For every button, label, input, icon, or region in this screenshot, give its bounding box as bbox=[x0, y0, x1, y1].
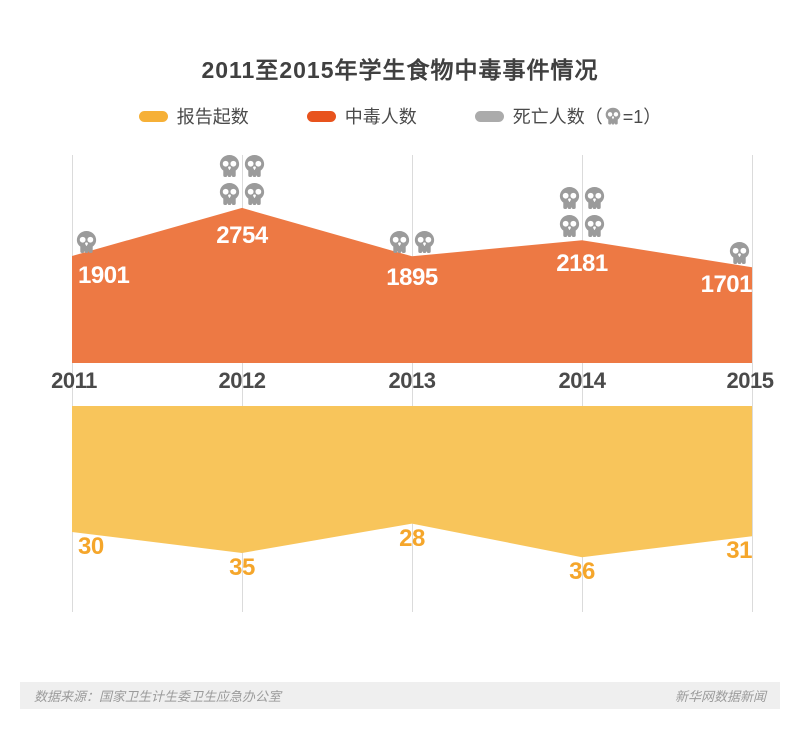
year-label-2014: 2014 bbox=[558, 368, 606, 393]
gridline-2015 bbox=[751, 155, 753, 612]
death-skulls-2014 bbox=[559, 186, 605, 239]
legend-item-reports: 报告起数 bbox=[138, 103, 249, 129]
gridline-2012 bbox=[241, 155, 243, 612]
data-source-text: 数据来源：国家卫生计生委卫生应急办公室 bbox=[34, 689, 282, 704]
poisoned-value-label: 1901 bbox=[78, 261, 130, 289]
year-label-2011: 2011 bbox=[51, 368, 97, 393]
skull-icon bbox=[414, 231, 434, 254]
legend-item-deaths: 死亡人数（ =1） bbox=[474, 103, 662, 129]
skull-icon bbox=[76, 230, 96, 253]
skull-icon bbox=[389, 231, 409, 254]
report-value-label: 36 bbox=[569, 558, 595, 586]
poisoned-value-label: 2181 bbox=[556, 250, 608, 278]
poisoned-value-label: 1701 bbox=[700, 271, 753, 299]
skull-icon bbox=[244, 154, 264, 177]
poisoned-color-pill bbox=[306, 110, 336, 122]
gridline-2014 bbox=[581, 155, 583, 612]
skull-icon bbox=[605, 107, 621, 124]
year-label-2012: 2012 bbox=[218, 368, 266, 393]
credit-text: 新华网数据新闻 bbox=[674, 689, 766, 704]
report-value-label: 28 bbox=[399, 524, 425, 552]
report-value-label: 35 bbox=[229, 554, 255, 581]
legend-item-poisoned: 中毒人数 bbox=[306, 103, 417, 129]
poisoned-area-chart bbox=[72, 207, 752, 363]
page-title: 2011至2015年学生食物中毒事件情况 bbox=[201, 57, 599, 83]
legend-label-reports: 报告起数 bbox=[176, 107, 249, 127]
poisoned-value-label: 1895 bbox=[386, 264, 438, 292]
legend-label-poisoned: 中毒人数 bbox=[344, 107, 417, 127]
year-label-2015: 2015 bbox=[726, 368, 774, 393]
report-value-label: 30 bbox=[78, 533, 104, 560]
gridline-2013 bbox=[411, 155, 413, 612]
death-skulls-2015 bbox=[729, 241, 750, 266]
death-skulls-2013 bbox=[389, 230, 435, 255]
skull-icon bbox=[584, 187, 604, 210]
footer-bar: 数据来源：国家卫生计生委卫生应急办公室 新华网数据新闻 bbox=[20, 682, 780, 709]
legend-label-deaths-suffix: =1） bbox=[622, 107, 662, 127]
deaths-color-pill bbox=[474, 110, 504, 122]
poisoned-area-shape bbox=[72, 207, 752, 363]
legend-label-deaths-prefix: 死亡人数（ bbox=[512, 107, 603, 127]
skull-icon bbox=[559, 187, 579, 210]
skull-icon bbox=[219, 154, 239, 177]
report-value-label: 31 bbox=[726, 537, 752, 565]
reports-color-pill bbox=[138, 110, 168, 122]
skull-icon bbox=[729, 242, 749, 265]
chart-legend: 报告起数 中毒人数 死亡人数（ =1） bbox=[0, 103, 800, 129]
skull-icon bbox=[559, 215, 579, 238]
skull-icon bbox=[244, 182, 264, 205]
reports-area-shape bbox=[72, 406, 752, 558]
poisoned-value-label: 2754 bbox=[216, 221, 268, 249]
year-label-2013: 2013 bbox=[388, 368, 436, 393]
death-skulls-2011 bbox=[76, 230, 97, 255]
reports-area-chart bbox=[72, 406, 752, 558]
death-skulls-2012 bbox=[219, 154, 265, 207]
skull-icon bbox=[219, 182, 239, 205]
skull-icon bbox=[584, 215, 604, 238]
gridline-2011 bbox=[71, 155, 73, 612]
